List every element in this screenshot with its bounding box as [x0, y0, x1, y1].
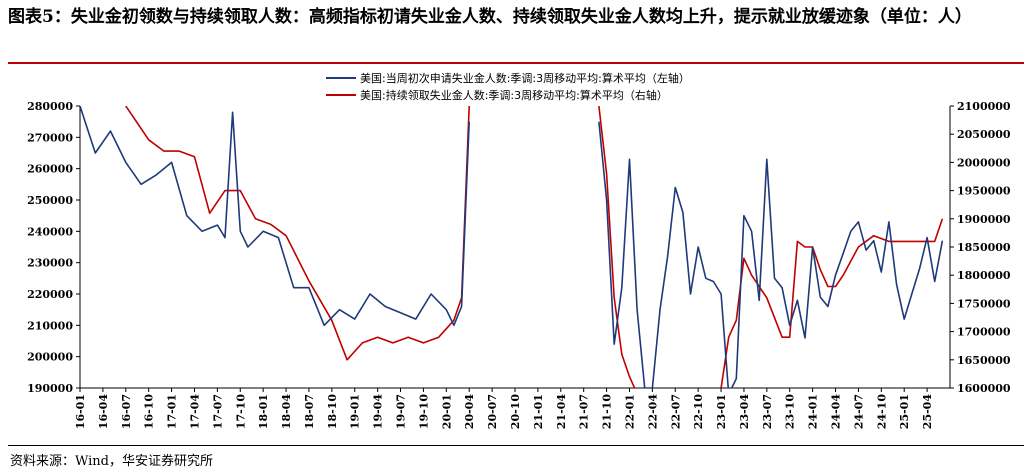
x-tick-label: 23-07: [761, 394, 774, 429]
x-tick-label: 16-10: [143, 394, 156, 430]
x-tick-label: 16-07: [120, 394, 133, 429]
left-tick-label: 230000: [27, 257, 73, 270]
x-tick-label: 20-07: [486, 394, 499, 429]
right-tick-label: 1850000: [957, 241, 1011, 254]
x-tick-label: 25-04: [921, 394, 934, 430]
x-tick-label: 19-07: [395, 394, 408, 429]
x-tick-label: 21-01: [532, 394, 545, 429]
page-title: 图表5：失业金初领数与持续领取人数：高频指标初请失业金人数、持续领取失业金人数均…: [8, 7, 972, 27]
x-tick-label: 19-01: [349, 394, 362, 429]
right-tick-label: 1950000: [957, 185, 1011, 198]
x-tick-label: 17-04: [188, 394, 201, 430]
footer-divider: [8, 445, 1024, 446]
x-tick-label: 20-01: [440, 394, 453, 429]
x-tick-label: 18-04: [280, 394, 293, 430]
x-tick-label: 23-04: [738, 394, 751, 430]
left-tick-label: 240000: [27, 225, 73, 238]
x-tick-label: 17-01: [166, 394, 179, 429]
x-tick-label: 18-07: [303, 394, 316, 429]
x-tick-label: 21-07: [578, 394, 591, 429]
x-tick-label: 20-04: [463, 394, 476, 430]
left-tick-label: 200000: [27, 351, 73, 364]
x-tick-label: 19-04: [372, 394, 385, 430]
left-tick-label: 250000: [27, 194, 73, 207]
x-tick-label: 22-04: [646, 394, 659, 430]
right-tick-label: 1700000: [957, 326, 1011, 339]
x-tick-label: 22-10: [692, 394, 705, 430]
x-tick-label: 24-07: [852, 394, 865, 429]
left-tick-label: 280000: [27, 100, 73, 113]
right-tick-label: 1750000: [957, 297, 1011, 310]
left-tick-label: 190000: [27, 382, 73, 395]
right-tick-label: 2100000: [957, 100, 1011, 113]
line-chart: 190000 200000 210000 220000 230000 240000 2500…: [27, 71, 1011, 430]
x-tick-label: 24-01: [807, 394, 820, 429]
x-tick-label: 25-01: [898, 394, 911, 429]
left-tick-label: 220000: [27, 288, 73, 301]
left-tick-label: 260000: [27, 163, 73, 176]
x-tick-label: 23-01: [715, 394, 728, 429]
x-tick-label: 22-07: [669, 394, 682, 429]
x-tick-label: 19-10: [417, 394, 430, 430]
right-tick-label: 2000000: [957, 156, 1011, 169]
legend-label-continuing-claims: 美国:持续领取失业金人数:季调:3周移动平均:算术平均（右轴）: [360, 88, 668, 102]
series-line-continuing-claims: [125, 106, 944, 388]
x-tick-label: 16-01: [74, 394, 87, 429]
x-tick-label: 18-01: [257, 394, 270, 429]
source-note: 资料来源：Wind，华安证券研究所: [10, 454, 213, 469]
right-tick-label: 1600000: [957, 382, 1011, 395]
x-tick-label: 21-10: [601, 394, 614, 430]
left-tick-label: 270000: [27, 131, 73, 144]
right-tick-label: 1800000: [957, 269, 1011, 282]
series-line-initial-claims: [80, 106, 944, 388]
x-tick-label: 23-10: [784, 394, 797, 430]
left-tick-label: 210000: [27, 319, 73, 332]
x-tick-label: 22-01: [623, 394, 636, 429]
x-tick-label: 21-04: [555, 394, 568, 430]
x-tick-label: 18-10: [326, 394, 339, 430]
x-tick-label: 24-10: [875, 394, 888, 430]
right-tick-label: 1900000: [957, 213, 1011, 226]
right-tick-label: 1650000: [957, 354, 1011, 367]
x-tick-label: 16-04: [97, 394, 110, 430]
x-tick-label: 17-07: [211, 394, 224, 429]
x-tick-label: 20-10: [509, 394, 522, 430]
x-tick-label: 24-04: [830, 394, 843, 430]
x-tick-label: 17-10: [234, 394, 247, 430]
legend-label-initial-claims: 美国:当周初次申请失业金人数:季调:3周移动平均:算术平均（左轴）: [360, 71, 690, 85]
right-tick-label: 2050000: [957, 128, 1011, 141]
title-divider: [8, 62, 1024, 64]
